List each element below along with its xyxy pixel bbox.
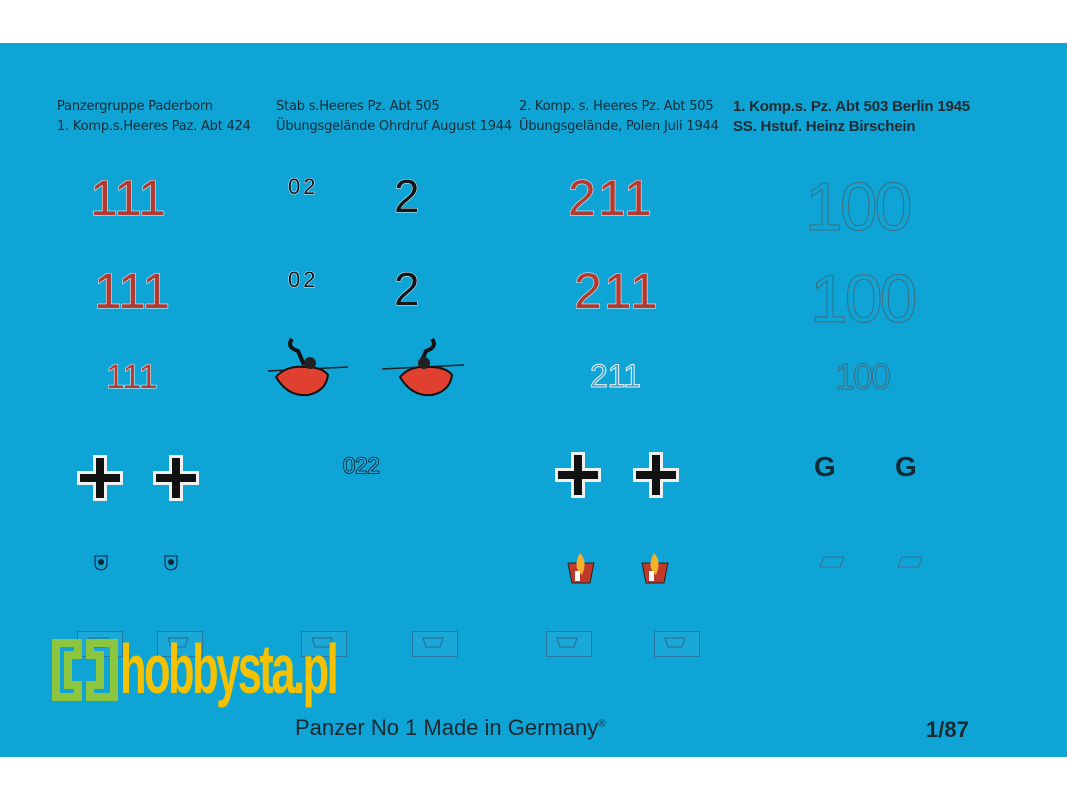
- tank-tactical-sign-icon: [546, 631, 592, 657]
- decal-sheet: Panzergruppe Paderborn 1. Komp.s.Heeres P…: [0, 43, 1067, 757]
- caption-line: 2. Komp. s. Heeres Pz. Abt 505: [519, 99, 714, 114]
- flame-emblem-icon: [567, 553, 595, 584]
- footer-text: Panzer No 1 Made in Germany: [295, 715, 599, 740]
- decal-022: 022: [342, 453, 380, 478]
- decal-100-large: 100: [809, 261, 917, 337]
- caption-line: Übungsgelände, Polen Juli 1944: [519, 119, 719, 134]
- registered-mark: ®: [598, 718, 606, 730]
- tank-tactical-sign-icon: [654, 631, 700, 657]
- hobbysta-watermark-logo: hobbysta.pl: [50, 633, 469, 705]
- caption-line: Übungsgelände Ohrdruf August 1944: [276, 119, 512, 134]
- tank-tactical-sign-icon: [301, 631, 347, 657]
- decal-2: 2: [394, 263, 421, 315]
- decal-100-large: 100: [804, 169, 912, 245]
- balkenkreuz-icon: [555, 452, 601, 498]
- decal-letter-g: G: [814, 451, 836, 482]
- decal-111-large: 111: [93, 263, 171, 319]
- knight-emblem-icon: [382, 337, 465, 397]
- tank-tactical-sign-icon: [412, 631, 458, 657]
- scale-label: 1/87: [926, 717, 969, 742]
- decal-2: 2: [394, 170, 421, 222]
- knight-emblem-icon: [268, 337, 349, 397]
- decal-211-large: 211: [568, 170, 654, 226]
- caption-line: 1. Komp.s.Heeres Paz. Abt 424: [57, 119, 251, 134]
- decal-100-small: 100: [834, 356, 891, 397]
- decal-211-large: 211: [574, 263, 660, 319]
- watermark-text: hobbysta.pl: [120, 630, 339, 708]
- caption-3: 2. Komp. s. Heeres Pz. Abt 505 Übungsgelä…: [519, 97, 719, 137]
- hobbysta-logo-icon: [52, 639, 118, 701]
- caption-4: 1. Komp.s. Pz. Abt 503 Berlin 1945 SS. Hs…: [733, 97, 970, 137]
- decal-111-large: 111: [89, 170, 167, 226]
- tank-tactical-sign-icon: [157, 631, 203, 657]
- sheet-footer-text: Panzer No 1 Made in Germany®: [295, 715, 606, 741]
- balkenkreuz-icon: [633, 452, 679, 498]
- caption-1: Panzergruppe Paderborn 1. Komp.s.Heeres P…: [57, 97, 251, 137]
- tank-tactical-sign-icon: [897, 556, 923, 568]
- decal-02: 02: [287, 267, 319, 292]
- decal-111-small: 111: [106, 358, 159, 396]
- flame-emblem-icon: [641, 553, 669, 584]
- balkenkreuz-icon: [153, 455, 199, 501]
- caption-line: SS. Hstuf. Heinz Birschein: [733, 118, 916, 135]
- caption-line: Stab s.Heeres Pz. Abt 505: [276, 99, 440, 114]
- decal-02: 02: [287, 174, 319, 199]
- caption-2: Stab s.Heeres Pz. Abt 505 Übungsgelände O…: [276, 97, 512, 137]
- decal-211-small: 211: [589, 358, 642, 394]
- unit-shield-icon: [94, 555, 108, 571]
- tank-tactical-sign-icon: [819, 556, 845, 568]
- caption-line: Panzergruppe Paderborn: [57, 99, 213, 114]
- caption-line: 1. Komp.s. Pz. Abt 503 Berlin 1945: [733, 98, 970, 115]
- decal-letter-g: G: [895, 451, 917, 482]
- balkenkreuz-icon: [77, 455, 123, 501]
- unit-shield-icon: [164, 555, 178, 571]
